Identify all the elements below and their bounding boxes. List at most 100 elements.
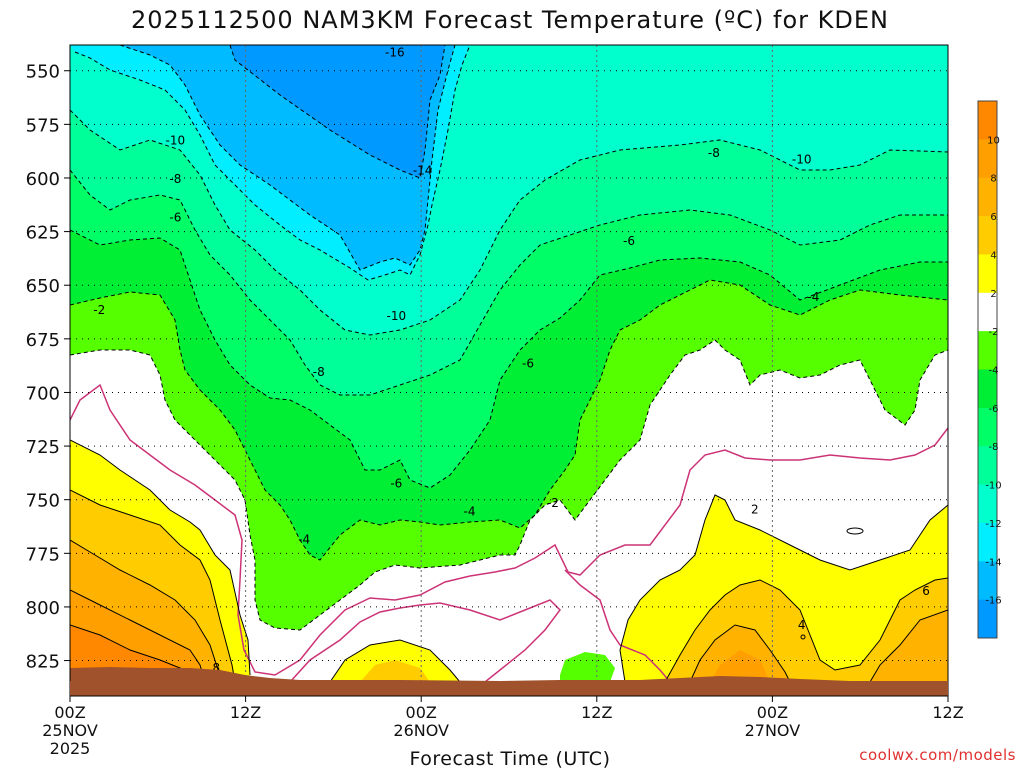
colorbar-label: -10 [985,481,1001,492]
contour-2-mid [329,639,461,682]
contour-label: -6 [623,234,635,248]
vertical-grid [245,45,773,682]
contour-label: -4 [298,532,310,546]
colorbar-swatch [978,254,997,294]
contour-label: -8 [313,365,325,379]
chart-title: 2025112500 NAM3KM Forecast Temperature (… [131,6,889,34]
credit-text: coolwx.com/models [859,746,1016,764]
colorbar-swatch [978,369,997,409]
x-date-label: 27NOV [745,721,801,740]
terrain-ground [70,667,948,682]
colorbar-swatch [978,522,997,562]
contour-label: -10 [792,153,812,167]
colorbar-swatch [978,139,997,179]
y-tick-label: 775 [26,544,60,565]
colorbar-label: -14 [985,557,1001,568]
y-tick-label: 675 [26,330,60,351]
plot-area: -16 -14 -10 -10 -10 -8 -8 -8 -6 -6 -6 -6 -4 -4 -4 -2 -2 2… [70,45,948,682]
colorbar-swatch [978,446,997,486]
contour-2-left [70,439,251,676]
colorbar-swatch [978,177,997,217]
colorbar-swatch [978,101,997,140]
x-tick-label: 12Z [581,703,612,722]
contour-labels: -16 -14 -10 -10 -10 -8 -8 -8 -6 -6 -6 -6 -4 -4 -4 -2 -2 2… [93,45,930,675]
contour-label: -2 [547,496,559,510]
y-tick-label: 800 [26,598,60,619]
y-tick-label: 550 [26,62,60,83]
y-tick-label: 650 [26,276,60,297]
contour-6-right [689,624,791,682]
colorbar-label: 6 [990,212,996,223]
contour-label: 4 [798,618,806,632]
colorbar-swatch [978,331,997,370]
contour-label: -14 [413,163,433,177]
contour-label: 6 [922,584,930,598]
contour-2-small-ring [846,527,864,535]
x-tick-label: 12Z [932,703,963,722]
contour-label: -8 [169,172,181,186]
contour-label: -10 [387,309,407,323]
colorbar-label: 8 [990,174,996,185]
contour-label: -4 [807,290,819,304]
y-tick-label: 825 [26,652,60,673]
horizontal-grid [70,70,948,662]
contour-minus-10 [70,109,948,336]
x-axis-label: Forecast Time (UTC) [410,748,611,768]
contour-label: 8 [213,661,221,675]
contour-minus-16 [229,45,446,179]
colorbar-label: -6 [989,404,999,415]
x-tick-label: 12Z [230,703,261,722]
contour-label: -10 [166,133,186,147]
colorbar-label: -12 [985,519,1001,530]
contour-8-left [70,589,206,682]
terrain-strip [70,681,948,696]
contour-label: -6 [390,477,402,491]
contour-4-right [664,577,948,682]
contour-4-left [70,489,236,682]
colorbar-swatch [978,407,997,447]
x-date-label: 25NOV [42,721,98,740]
colorbar-label: 10 [987,135,1000,146]
y-tick-label: 600 [26,169,60,190]
contour-label: -6 [169,211,181,225]
band-minus-18-to-minus-16 [230,45,445,178]
negative-contours [70,45,948,631]
colorbar-label: 4 [990,250,996,261]
y-tick-label: 625 [26,223,60,244]
freezing-line [70,383,948,682]
colorbar-swatch [978,484,997,524]
colorbar-label: -4 [989,366,999,377]
x-date-label: 26NOV [393,721,449,740]
colorbar-swatch [978,292,997,332]
colorbar-label: -16 [985,596,1001,607]
freezing-line-main [70,383,948,676]
y-tick-label: 700 [26,383,60,404]
y-tick-label: 750 [26,491,60,512]
freezing-line-right [564,569,671,682]
y-axis: 550 575 600 625 650 675 700 725 750 775 800 825 [26,62,70,673]
y-tick-label: 575 [26,115,60,136]
contour-label: -6 [522,356,534,370]
contour-label: -2 [93,303,105,317]
colorbar-label: -2 [989,327,999,338]
contour-label: -16 [385,45,405,59]
freezing-line-lower [289,599,561,682]
colorbar-swatch [978,599,997,639]
contour-6-far-right [869,609,948,682]
y-tick-label: 725 [26,437,60,458]
band-minus-4-pocket [560,652,615,682]
contour-minus-2 [70,339,948,631]
colorbar-swatch [978,216,997,255]
x-year-label: 2025 [50,739,91,758]
contour-6-left [70,539,223,682]
colorbar-frame [977,100,998,639]
colorbar-label: 2 [990,289,996,300]
contour-label: 2 [751,502,759,516]
contour-label: -8 [708,146,720,160]
colorbar-label: -8 [989,442,999,453]
x-tick-label: 00Z [54,703,85,722]
x-tick-label: 00Z [757,703,788,722]
